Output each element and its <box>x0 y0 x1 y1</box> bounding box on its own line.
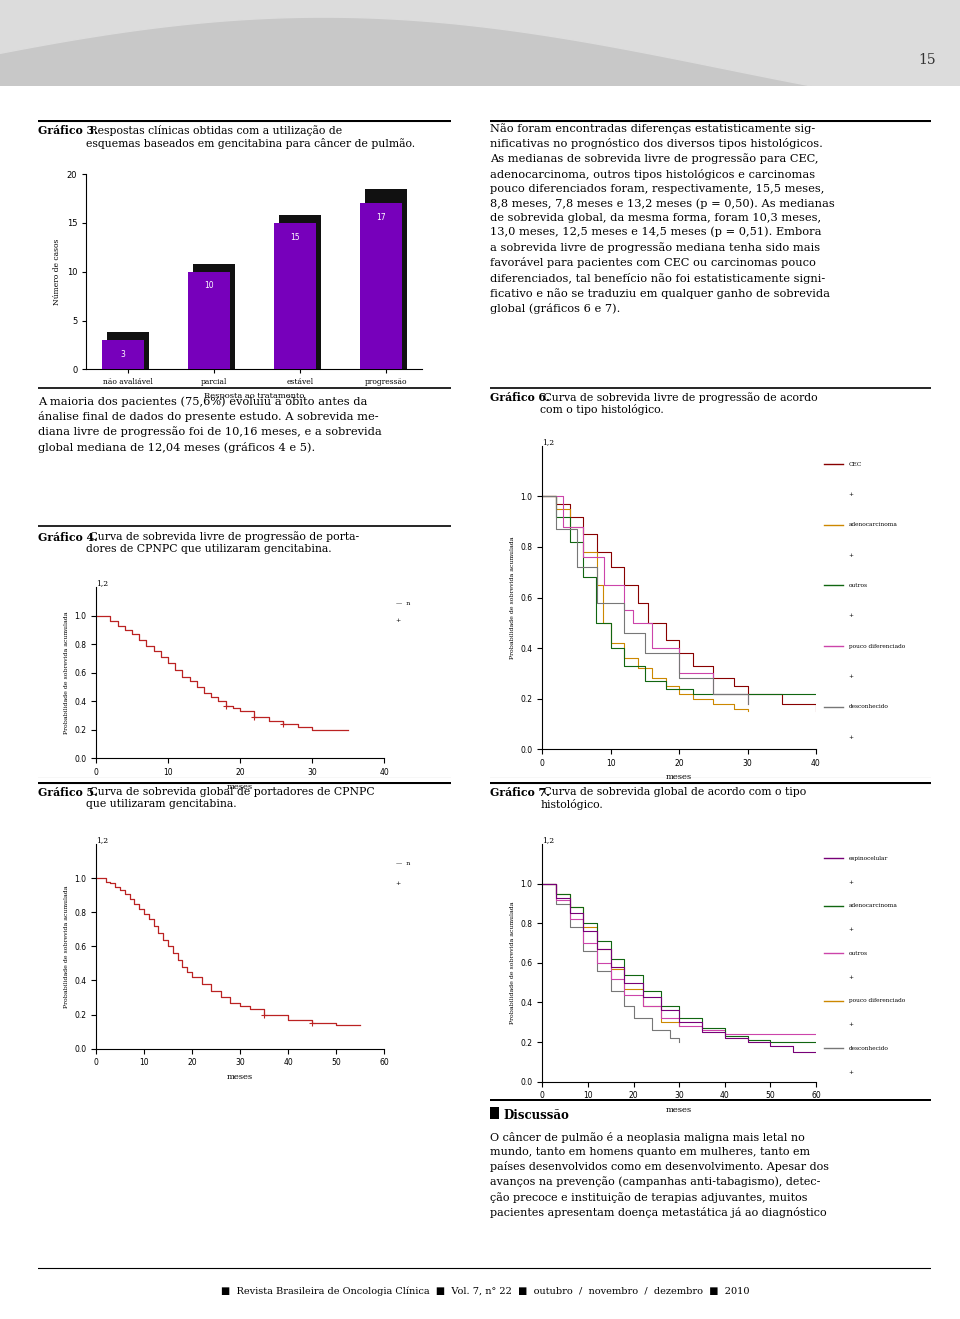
Bar <box>102 340 144 369</box>
Text: 10: 10 <box>204 281 214 290</box>
Bar <box>278 215 321 369</box>
Text: A maioria dos pacientes (75,6%) evoluiu a óbito antes da
ánalise final de dados : A maioria dos pacientes (75,6%) evoluiu … <box>38 396 382 452</box>
Text: 1,2: 1,2 <box>542 836 555 844</box>
Text: 15: 15 <box>290 232 300 241</box>
Text: Gráfico 7.: Gráfico 7. <box>490 787 549 798</box>
Text: outros: outros <box>849 951 868 956</box>
Text: Discussão: Discussão <box>504 1109 569 1122</box>
Text: adenocarcinoma: adenocarcinoma <box>849 522 898 528</box>
Text: 1,2: 1,2 <box>96 579 108 587</box>
Text: pouco diferenciado: pouco diferenciado <box>849 998 905 1004</box>
Bar <box>274 223 316 369</box>
Y-axis label: Probabilidade de sobrevida acumulada: Probabilidade de sobrevida acumulada <box>510 902 515 1024</box>
Text: Curva de sobrevida livre de progressão de acordo
com o tipo histológico.: Curva de sobrevida livre de progressão d… <box>540 392 818 415</box>
Text: adenocarcinoma: adenocarcinoma <box>849 904 898 909</box>
Text: CEC: CEC <box>849 462 862 467</box>
Bar <box>193 264 235 369</box>
Text: Curva de sobrevida livre de progressão de porta-
dores de CPNPC que utilizaram g: Curva de sobrevida livre de progressão d… <box>85 532 359 554</box>
Text: +: + <box>849 975 853 980</box>
Text: Curva de sobrevida global de acordo com o tipo
histológico.: Curva de sobrevida global de acordo com … <box>540 787 806 810</box>
Text: +: + <box>849 553 853 558</box>
Y-axis label: Probabilidade de sobrevida acumulada: Probabilidade de sobrevida acumulada <box>510 537 515 658</box>
Text: 17: 17 <box>376 214 386 222</box>
Text: +: + <box>849 613 853 619</box>
Text: —  n: — n <box>396 860 410 865</box>
Bar <box>188 272 230 369</box>
Text: +: + <box>396 881 400 886</box>
Text: outros: outros <box>849 583 868 588</box>
Text: +: + <box>849 1070 853 1075</box>
Text: 1,2: 1,2 <box>542 438 555 446</box>
Text: Gráfico 6.: Gráfico 6. <box>490 392 549 402</box>
Text: O câncer de pulmão é a neoplasia maligna mais letal no
mundo, tanto em homens qu: O câncer de pulmão é a neoplasia maligna… <box>490 1132 828 1219</box>
Text: Curva de sobrevida global de portadores de CPNPC
que utilizaram gencitabina.: Curva de sobrevida global de portadores … <box>85 787 374 809</box>
Text: +: + <box>849 674 853 679</box>
Bar <box>360 203 402 369</box>
Text: Respostas clínicas obtidas com a utilização de
esquemas baseados em gencitabina : Respostas clínicas obtidas com a utiliza… <box>85 125 415 149</box>
Text: +: + <box>849 880 853 885</box>
Text: 1,2: 1,2 <box>96 836 108 844</box>
X-axis label: meses: meses <box>227 1072 253 1080</box>
Text: +: + <box>849 492 853 497</box>
X-axis label: meses: meses <box>227 782 253 790</box>
Text: Gráfico 4.: Gráfico 4. <box>38 532 98 542</box>
Text: —  n: — n <box>396 600 410 605</box>
Text: +: + <box>396 617 400 623</box>
Text: 3: 3 <box>121 350 126 359</box>
Text: pouco diferenciado: pouco diferenciado <box>849 644 905 649</box>
Y-axis label: Número de casos: Número de casos <box>54 239 61 305</box>
X-axis label: meses: meses <box>666 773 692 781</box>
Text: Não foram encontradas diferenças estatisticamente sig-
nificativas no prognóstic: Não foram encontradas diferenças estatis… <box>490 123 834 314</box>
Text: ■  Revista Brasileira de Oncologia Clínica  ■  Vol. 7, n° 22  ■  outubro  /  nov: ■ Revista Brasileira de Oncologia Clínic… <box>221 1286 749 1295</box>
Text: espinocelular: espinocelular <box>849 856 888 861</box>
Text: 15: 15 <box>919 53 936 67</box>
Bar <box>365 189 407 369</box>
Bar <box>107 332 149 369</box>
Text: desconhecido: desconhecido <box>849 704 889 710</box>
Text: Gráfico 5.: Gráfico 5. <box>38 787 98 798</box>
FancyBboxPatch shape <box>0 0 960 111</box>
Text: desconhecido: desconhecido <box>849 1046 889 1051</box>
X-axis label: Resposta ao tratamento: Resposta ao tratamento <box>204 392 304 400</box>
Y-axis label: Probabilidade de sobrevida acumulada: Probabilidade de sobrevida acumulada <box>63 612 68 733</box>
Y-axis label: Probabilidade de sobrevida acumulada: Probabilidade de sobrevida acumulada <box>63 885 68 1008</box>
Text: +: + <box>849 927 853 933</box>
Text: +: + <box>849 1022 853 1028</box>
Text: Gráfico 3.: Gráfico 3. <box>38 125 98 136</box>
Text: +: + <box>849 735 853 740</box>
X-axis label: meses: meses <box>666 1105 692 1113</box>
Bar <box>490 1107 499 1119</box>
